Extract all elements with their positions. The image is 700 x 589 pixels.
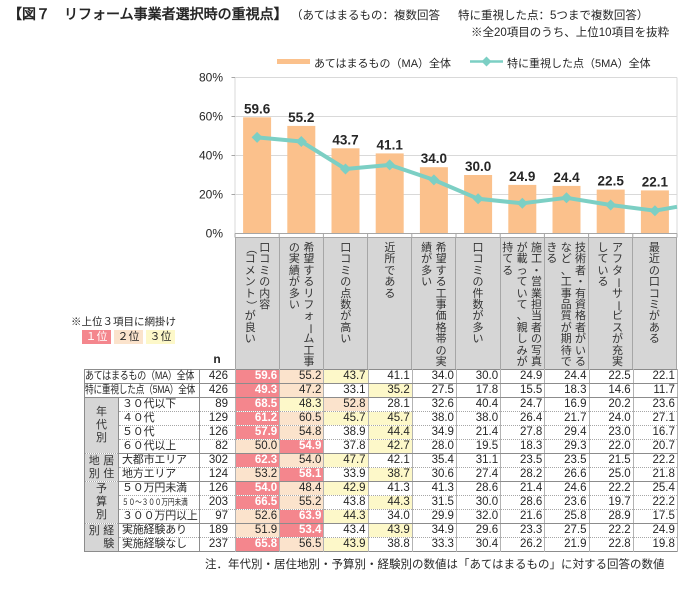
svg-text:24.4: 24.4 xyxy=(553,170,580,185)
svg-text:22.5: 22.5 xyxy=(598,174,625,189)
svg-text:41.1: 41.1 xyxy=(377,137,404,152)
svg-text:43.7: 43.7 xyxy=(332,132,358,147)
svg-text:24.9: 24.9 xyxy=(509,169,535,184)
svg-text:40%: 40% xyxy=(199,149,223,163)
svg-text:30.0: 30.0 xyxy=(465,159,491,174)
svg-text:22.1: 22.1 xyxy=(642,174,669,189)
svg-text:55.2: 55.2 xyxy=(288,110,314,125)
svg-text:60%: 60% xyxy=(199,110,223,124)
svg-text:80%: 80% xyxy=(199,71,223,85)
svg-text:20%: 20% xyxy=(199,188,223,202)
svg-text:59.6: 59.6 xyxy=(244,101,271,116)
svg-text:0%: 0% xyxy=(206,227,224,241)
svg-text:34.0: 34.0 xyxy=(421,151,447,166)
